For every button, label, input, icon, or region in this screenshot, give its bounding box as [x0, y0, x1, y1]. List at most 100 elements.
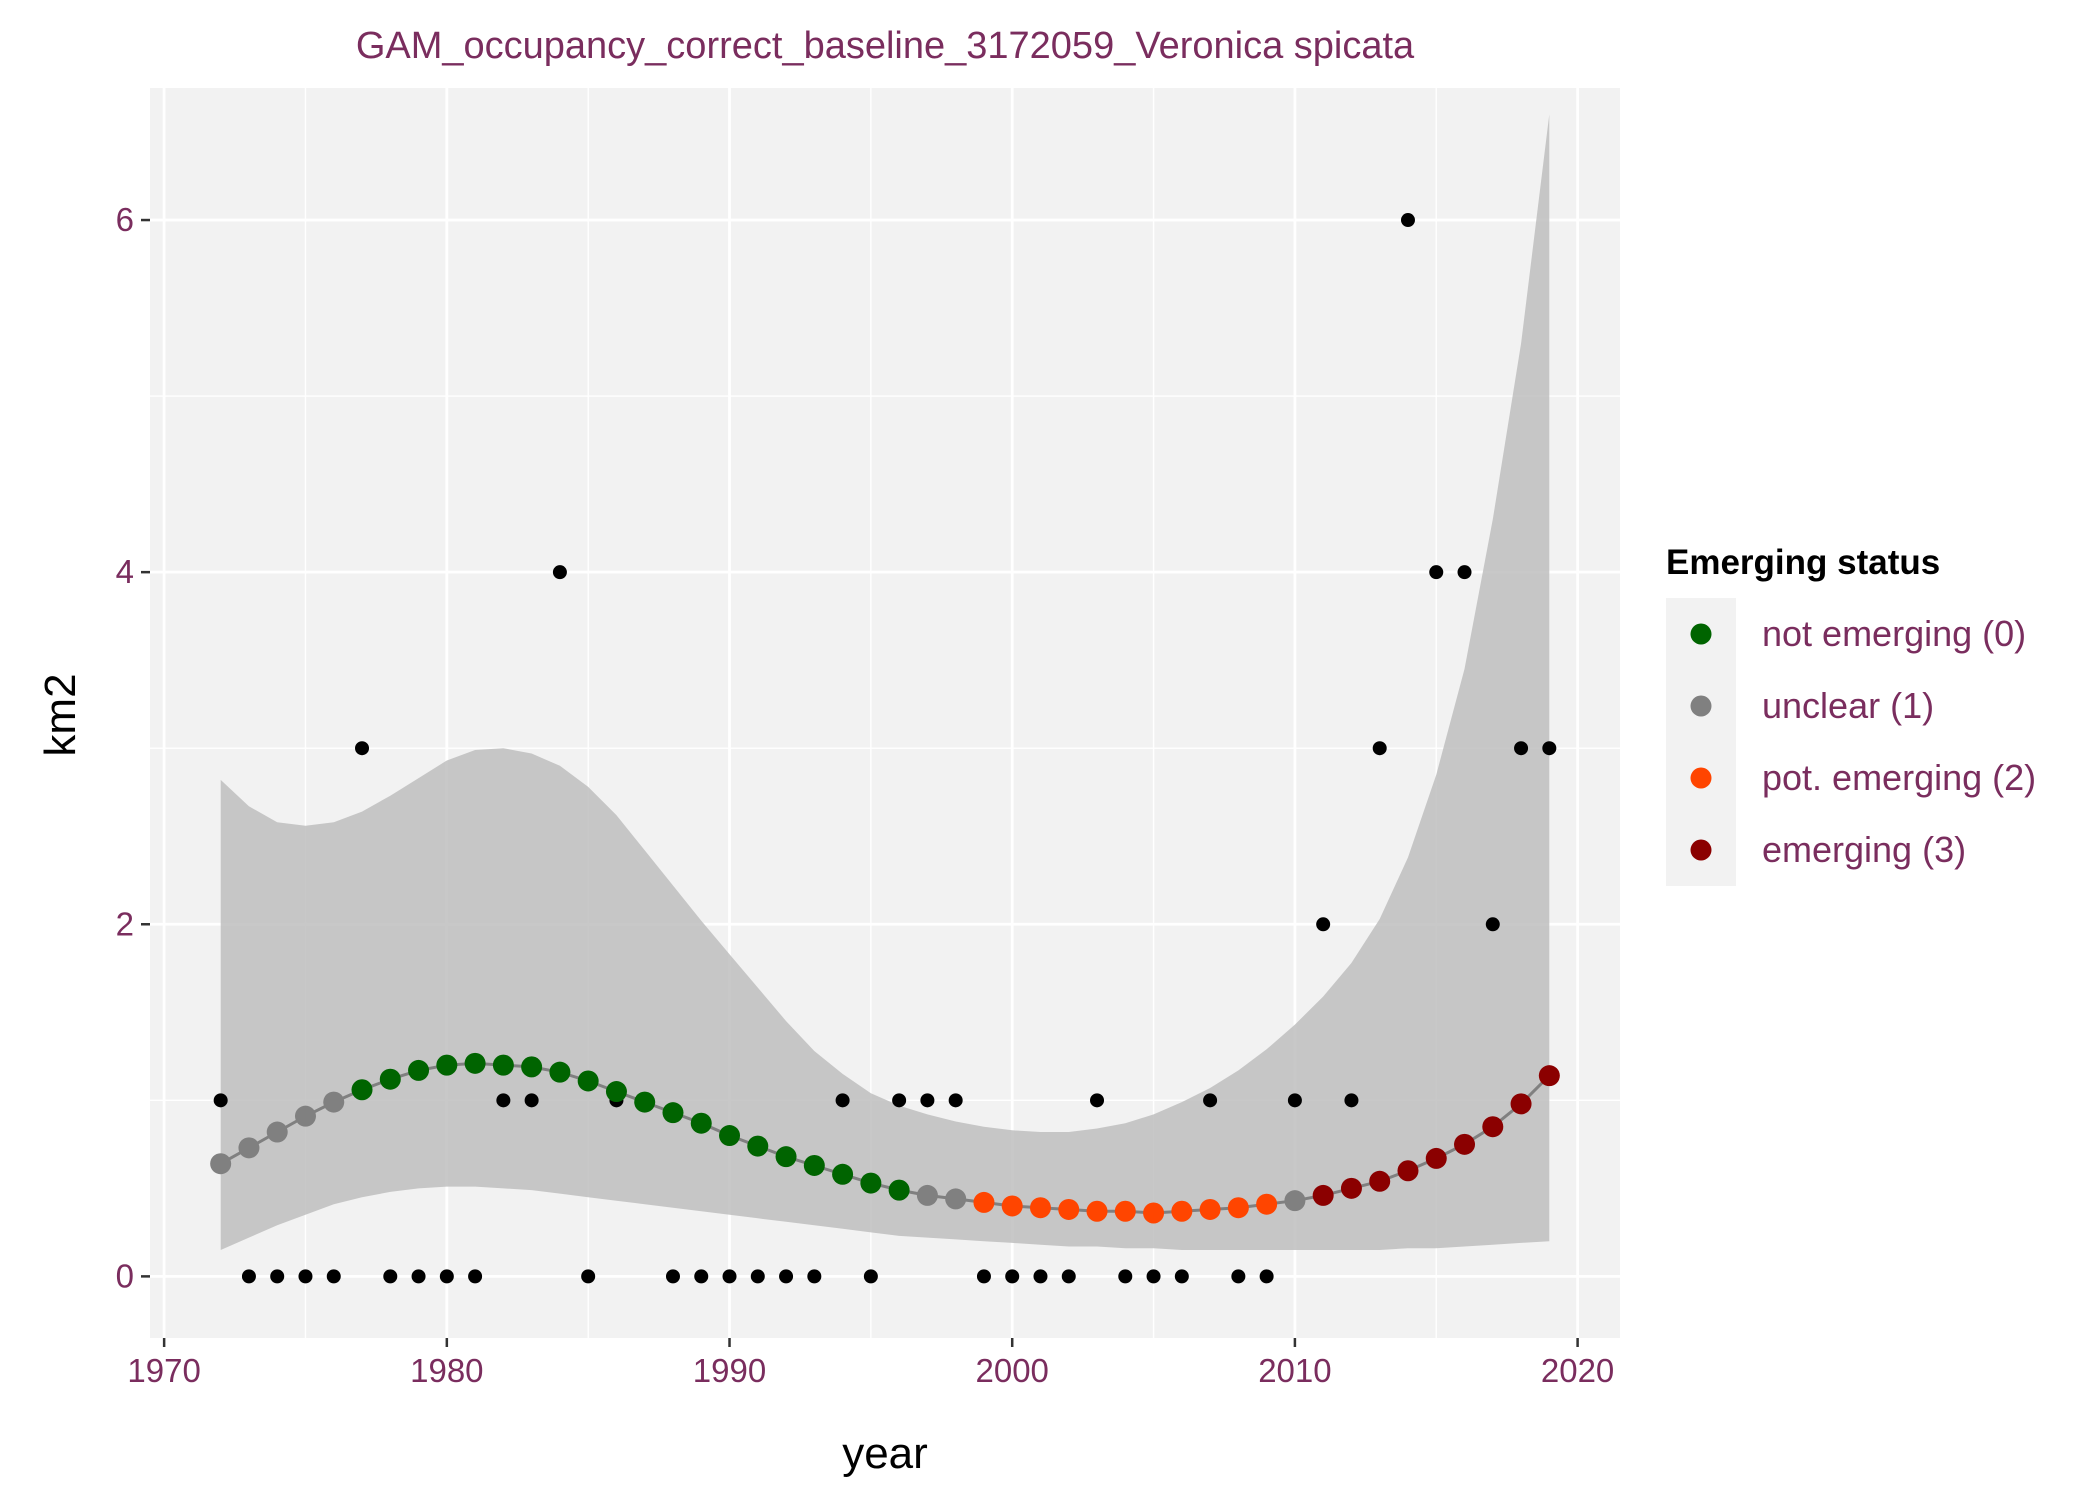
fitted-point [1171, 1200, 1193, 1222]
x-tick-label: 2020 [1541, 1352, 1614, 1389]
legend-key [1690, 839, 1712, 861]
legend-key [1690, 695, 1712, 717]
fitted-point [1256, 1193, 1278, 1215]
observed-point [1316, 917, 1331, 932]
fitted-point [266, 1121, 288, 1143]
observed-point [694, 1269, 709, 1284]
legend-title: Emerging status [1666, 543, 1940, 582]
observed-point [1090, 1093, 1105, 1108]
chart-title: GAM_occupancy_correct_baseline_3172059_V… [356, 25, 1415, 67]
observed-point [1033, 1269, 1048, 1284]
observed-point [524, 1093, 539, 1108]
observed-point [1203, 1093, 1218, 1108]
fitted-point [1482, 1116, 1504, 1138]
legend-label: unclear (1) [1762, 685, 1934, 726]
fitted-point [832, 1163, 854, 1185]
fitted-point [351, 1079, 373, 1101]
observed-point [1372, 741, 1387, 756]
observed-point [298, 1269, 313, 1284]
fitted-point [408, 1059, 430, 1081]
fitted-point [436, 1054, 458, 1076]
observed-point [1485, 917, 1500, 932]
fitted-point [690, 1112, 712, 1134]
fitted-point [1510, 1093, 1532, 1115]
fitted-point [1454, 1133, 1476, 1155]
observed-point [581, 1269, 596, 1284]
fitted-point [634, 1091, 656, 1113]
y-tick-label: 0 [116, 1257, 134, 1294]
observed-point [948, 1093, 963, 1108]
x-tick-label: 2010 [1258, 1352, 1331, 1389]
observed-point [1429, 565, 1444, 580]
observed-point [1174, 1269, 1189, 1284]
fitted-point [238, 1137, 260, 1159]
fitted-point [945, 1188, 967, 1210]
observed-point [496, 1093, 511, 1108]
legend-label: not emerging (0) [1762, 613, 2026, 654]
observed-point [1118, 1269, 1133, 1284]
observed-point [863, 1269, 878, 1284]
fitted-point [1086, 1200, 1108, 1222]
observed-point [807, 1269, 822, 1284]
fitted-point [1058, 1198, 1080, 1220]
fitted-point [775, 1146, 797, 1168]
y-tick-label: 2 [116, 905, 134, 942]
observed-point [835, 1093, 850, 1108]
observed-point [270, 1269, 285, 1284]
observed-point [722, 1269, 737, 1284]
fitted-point [210, 1153, 232, 1175]
observed-point [1400, 213, 1415, 228]
observed-point [1005, 1269, 1020, 1284]
fitted-point [464, 1052, 486, 1074]
fitted-point [1199, 1198, 1221, 1220]
x-axis: 1970 1980 1990 2000 2010 2020 [127, 1338, 1614, 1389]
observed-point [241, 1269, 256, 1284]
observed-point [1514, 741, 1529, 756]
fitted-point [521, 1056, 543, 1078]
legend-key [1690, 767, 1712, 789]
fitted-point [1227, 1197, 1249, 1219]
y-axis-title: km2 [36, 673, 85, 756]
observed-point [326, 1269, 341, 1284]
fitted-point [577, 1070, 599, 1092]
observed-point [355, 741, 370, 756]
x-tick-label: 2000 [976, 1352, 1049, 1389]
y-axis: 0 2 4 6 [116, 201, 150, 1294]
fitted-point [1425, 1147, 1447, 1169]
fitted-point [803, 1154, 825, 1176]
observed-point [411, 1269, 426, 1284]
fitted-point [1143, 1202, 1165, 1224]
observed-point [1259, 1269, 1274, 1284]
fitted-point [323, 1091, 345, 1113]
fitted-point [294, 1105, 316, 1127]
fitted-point [1312, 1184, 1334, 1206]
fitted-point [1114, 1200, 1136, 1222]
fitted-point [605, 1081, 627, 1103]
fitted-point [888, 1179, 910, 1201]
observed-point [892, 1093, 907, 1108]
fitted-point [1369, 1170, 1391, 1192]
observed-point [1287, 1093, 1302, 1108]
observed-point [1146, 1269, 1161, 1284]
y-tick-label: 6 [116, 201, 134, 238]
fitted-point [1284, 1190, 1306, 1212]
observed-point [552, 565, 567, 580]
observed-point [976, 1269, 991, 1284]
observed-point [468, 1269, 483, 1284]
observed-point [750, 1269, 765, 1284]
fitted-point [379, 1068, 401, 1090]
fitted-point [1029, 1197, 1051, 1219]
fitted-point [973, 1191, 995, 1213]
observed-point [383, 1269, 398, 1284]
fitted-point [1397, 1160, 1419, 1182]
fitted-point [860, 1172, 882, 1194]
observed-point [1061, 1269, 1076, 1284]
x-axis-title: year [842, 1429, 928, 1478]
fitted-point [916, 1184, 938, 1206]
observed-point [1344, 1093, 1359, 1108]
fitted-point [1538, 1065, 1560, 1087]
observed-point [1457, 565, 1472, 580]
legend-key-background [1666, 598, 1736, 886]
fitted-point [549, 1061, 571, 1083]
